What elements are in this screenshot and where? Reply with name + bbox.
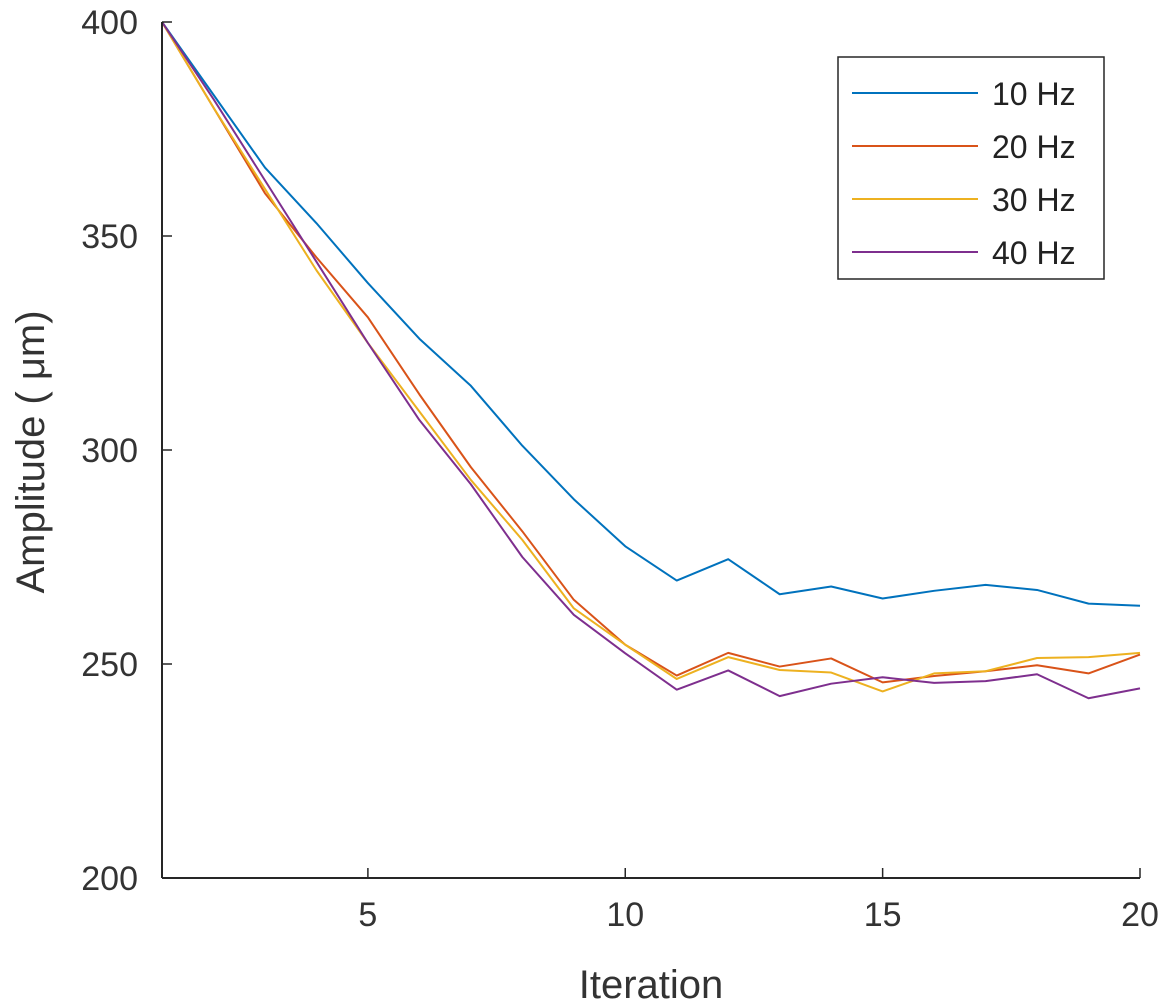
y-tick-label: 250 (81, 646, 138, 684)
x-tick-label: 20 (1121, 896, 1159, 934)
legend-label: 20 Hz (992, 129, 1076, 165)
series-line (161, 21, 1141, 700)
x-tick-label: 15 (864, 896, 902, 934)
plot-lines (161, 21, 1141, 700)
x-ticks: 5 10 15 20 (358, 868, 1159, 934)
y-tick-label: 200 (81, 860, 138, 898)
legend-label: 30 Hz (992, 182, 1076, 218)
x-tick-label: 10 (606, 896, 644, 934)
y-axis-title: Amplitude ( μm) (9, 310, 53, 593)
y-tick-label: 350 (81, 218, 138, 256)
legend: 10 Hz 20 Hz 30 Hz 40 Hz (837, 56, 1105, 280)
legend-items: 10 Hz 20 Hz 30 Hz 40 Hz (852, 76, 1076, 271)
x-axis-title: Iteration (579, 963, 724, 1005)
series-line (161, 21, 1141, 693)
y-tick-label: 300 (81, 432, 138, 470)
legend-label: 40 Hz (992, 235, 1076, 271)
x-tick-label: 5 (358, 896, 377, 934)
series-line (161, 21, 1141, 607)
legend-label: 10 Hz (992, 76, 1076, 112)
y-ticks: 200 250 300 350 400 (81, 4, 172, 898)
y-tick-label: 400 (81, 4, 138, 42)
